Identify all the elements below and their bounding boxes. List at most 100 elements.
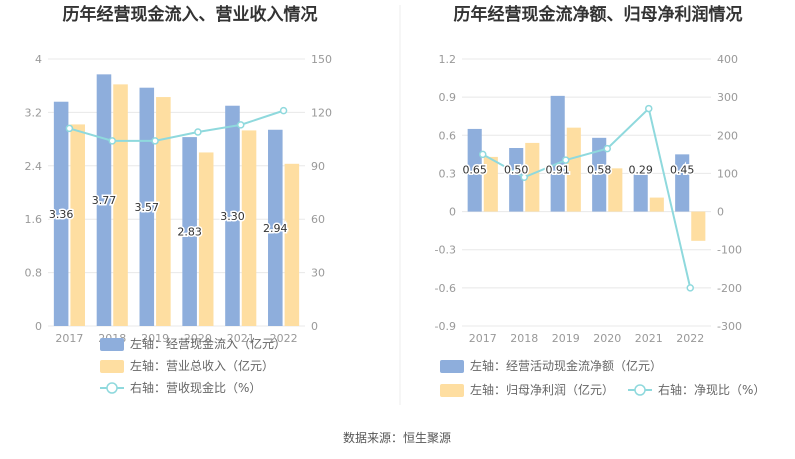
x-tick-label: 2020 — [593, 332, 621, 345]
bar-series1 — [53, 101, 69, 326]
line-point — [479, 150, 487, 159]
x-tick-label: 2021 — [227, 332, 255, 345]
y-right-tick-label: 400 — [717, 53, 738, 66]
y-left-tick-label: 0.8 — [25, 267, 43, 280]
y-right-tick-label: 30 — [311, 267, 325, 280]
data-label: 0.65 — [462, 164, 487, 177]
bar-series2 — [198, 152, 214, 326]
y-right-tick-label: 60 — [311, 213, 325, 226]
y-right-tick-label: 0 — [717, 206, 724, 219]
line-point — [686, 284, 694, 292]
line-point — [108, 137, 116, 145]
x-tick-label: 2022 — [270, 332, 298, 345]
x-tick-label: 2020 — [184, 332, 212, 345]
x-tick-label: 2018 — [510, 332, 538, 345]
chart-1: 历年经营现金流入、营业收入情况 4 3.2 2.4 1.6 0.8 0 150 120 90 60 3… — [25, 4, 333, 395]
line-point — [194, 128, 202, 136]
bar-series2 — [525, 142, 540, 212]
data-label: 0.45 — [670, 164, 695, 177]
y-left-tick-label: 0.3 — [439, 167, 457, 180]
y-left-tick-label: 1.2 — [439, 53, 457, 66]
y-left-tick-label: 4 — [35, 53, 42, 66]
chart-title: 历年经营现金流净额、归母净利润情况 — [454, 4, 743, 25]
line-point — [237, 121, 245, 129]
y-right-tick-label: 200 — [717, 129, 738, 142]
bar-series2 — [241, 130, 257, 326]
data-label: 0.91 — [545, 164, 570, 177]
line-point — [520, 173, 528, 181]
y-left-tick-label: 0 — [35, 320, 42, 333]
line-series — [482, 106, 692, 289]
legend-swatch — [100, 338, 124, 351]
y-right-tick-label: 100 — [717, 167, 738, 180]
legend-swatch-marker — [634, 384, 646, 396]
legend-label: 左轴：经营活动现金流净额（亿元） — [470, 358, 662, 373]
line-point — [603, 144, 611, 153]
y-right-tick-label: 90 — [311, 160, 325, 173]
legend: 左轴：经营活动现金流净额（亿元） 左轴：归母净利润（亿元） 右轴：净现比（%） — [440, 358, 765, 397]
line-point — [279, 106, 288, 115]
y-right-tick-label: 120 — [311, 106, 332, 119]
legend-label: 右轴：营收现金比（%） — [130, 380, 261, 395]
y-right-tick-label: 0 — [311, 320, 318, 333]
legend-label: 左轴：营业总收入（亿元） — [130, 358, 274, 373]
bar-series2 — [70, 124, 85, 326]
bar-series2 — [566, 127, 581, 212]
legend-label: 左轴：经营现金流入（亿元） — [130, 336, 286, 351]
bar-series1 — [509, 148, 524, 212]
x-tick-label: 2017 — [469, 332, 497, 345]
x-tick-label: 2021 — [635, 332, 663, 345]
bar-series2 — [649, 197, 664, 212]
data-label: 3.57 — [135, 201, 160, 214]
y-left-tick-label: -0.3 — [435, 244, 456, 257]
y-right-tick-label: 150 — [311, 53, 332, 66]
data-label: 0.58 — [587, 164, 612, 177]
legend-label: 左轴：归母净利润（亿元） — [470, 382, 614, 397]
data-label: 3.77 — [92, 194, 117, 207]
data-label: 2.83 — [177, 226, 202, 239]
legend-swatch — [100, 360, 124, 373]
bar-series1 — [268, 129, 283, 326]
data-label: 3.36 — [49, 208, 74, 221]
line-point — [151, 137, 159, 145]
data-label: 2.94 — [263, 222, 288, 235]
x-tick-label: 2019 — [141, 332, 169, 345]
x-tick-label: 2017 — [55, 332, 83, 345]
y-left-tick-label: 1.6 — [25, 213, 43, 226]
bar-series2 — [608, 168, 623, 212]
bar-series1 — [467, 128, 482, 212]
x-tick-label: 2019 — [552, 332, 580, 345]
line-point — [645, 104, 653, 113]
y-right-tick-label: -300 — [717, 320, 742, 333]
y-left-tick-label: 3.2 — [25, 106, 43, 119]
bar-series2 — [284, 163, 300, 326]
y-left-tick-label: 0 — [449, 206, 456, 219]
bar-series1 — [633, 174, 648, 212]
data-source: 数据来源：恒生聚源 — [343, 430, 451, 445]
y-right-tick-label: -200 — [717, 282, 742, 295]
bar-series2 — [483, 156, 498, 212]
line-point — [65, 124, 74, 133]
y-left-tick-label: -0.6 — [435, 282, 456, 295]
y-right-tick-label: 300 — [717, 91, 738, 104]
data-label: 0.29 — [628, 164, 653, 177]
data-label: 0.50 — [504, 164, 529, 177]
y-left-tick-label: 0.9 — [439, 91, 457, 104]
bar-series1 — [182, 137, 197, 326]
bar-series2 — [113, 84, 128, 327]
y-left-tick-label: 0.6 — [439, 129, 457, 142]
legend-label: 右轴：净现比（%） — [658, 382, 765, 397]
chart-title: 历年经营现金流入、营业收入情况 — [63, 4, 318, 25]
bar-series1 — [592, 137, 607, 212]
legend-swatch — [440, 384, 464, 397]
line-series — [69, 109, 284, 142]
y-left-tick-label: -0.9 — [435, 320, 456, 333]
y-right-tick-label: -100 — [717, 244, 742, 257]
bar-series2 — [691, 211, 706, 241]
line-point — [562, 156, 570, 164]
bar-series1 — [225, 105, 240, 326]
bar-series1 — [139, 87, 155, 326]
chart-2: 历年经营现金流净额、归母净利润情况 1.2 0.9 0.6 0.3 0 -0.3 -0.6 -0… — [435, 4, 765, 397]
